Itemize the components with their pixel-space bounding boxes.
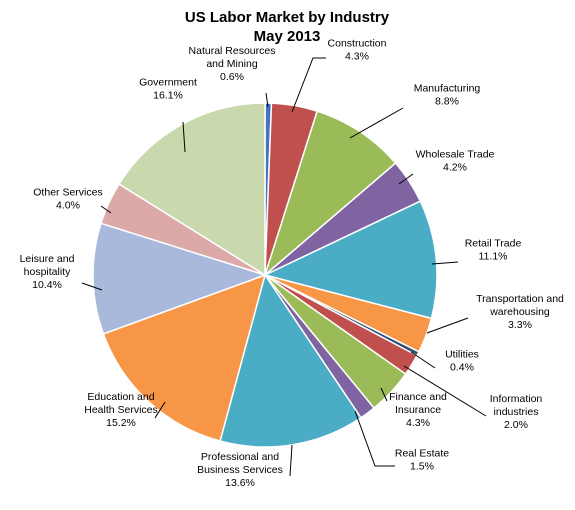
- slice-value-label: 4.3%: [345, 51, 369, 63]
- leader-line: [380, 387, 388, 402]
- slice-label: Information industries 2.0%: [490, 393, 543, 431]
- slice-name-label: Education and: [87, 391, 154, 403]
- slice-value-label: 1.5%: [410, 461, 434, 473]
- slice-value-label: 0.6%: [220, 71, 244, 83]
- slice-value-label: 16.1%: [153, 90, 183, 102]
- pie-slice-professional-and-business-services: [219, 273, 362, 448]
- slice-name-label: Finance and: [389, 391, 447, 403]
- leader-lines: [81, 57, 487, 477]
- leader-line: [410, 351, 436, 369]
- slice-label: Manufacturing 8.8%: [414, 83, 481, 108]
- slice-name-label: Utilities: [445, 349, 479, 361]
- pie-slice-retail-trade: [262, 200, 438, 320]
- slice-name-label: Transportation and: [476, 293, 564, 305]
- slice-label: Finance and Insurance 4.3%: [389, 391, 447, 429]
- leader-line: [154, 401, 166, 419]
- slice-value-label: 4.0%: [56, 200, 80, 212]
- slice-label: Construction 4.3%: [328, 38, 387, 63]
- slice-name-label: industries: [494, 406, 539, 418]
- slice-name-label: Health Services: [84, 404, 158, 416]
- leader-line: [289, 444, 293, 477]
- slice-label: Real Estate 1.5%: [395, 448, 449, 473]
- pie-slice-leisure-and-hospitality: [92, 222, 268, 335]
- slice-name-label: Other Services: [33, 187, 102, 199]
- slice-name-label: Government: [139, 77, 197, 89]
- slice-labels: Natural Resources and Mining 0.6% Construct…: [20, 38, 564, 490]
- pie-slice-education-and-health-services: [102, 273, 267, 442]
- leader-line: [403, 365, 487, 417]
- slice-label: Natural Resources and Mining 0.6%: [189, 45, 276, 83]
- slice-name-label: Business Services: [197, 464, 283, 476]
- slice-label: Leisure and hospitality 10.4%: [20, 253, 75, 291]
- slice-value-label: 4.2%: [443, 162, 467, 174]
- slice-value-label: 2.0%: [504, 419, 528, 431]
- slice-name-label: Leisure and: [20, 253, 75, 265]
- slice-value-label: 8.8%: [435, 96, 459, 108]
- chart-title-line-1: US Labor Market by Industry: [185, 9, 390, 26]
- pie-slice-government: [117, 102, 266, 277]
- slice-name-label: Natural Resources: [189, 45, 276, 57]
- slice-value-label: 3.3%: [508, 319, 532, 331]
- slice-value-label: 15.2%: [106, 417, 136, 429]
- leader-line: [100, 205, 112, 214]
- leader-line: [291, 57, 326, 113]
- slice-label: Utilities 0.4%: [445, 349, 479, 374]
- slice-label: Professional and Business Services 13.6%: [197, 451, 283, 489]
- leader-line: [81, 282, 103, 291]
- slice-name-label: warehousing: [489, 306, 550, 318]
- slice-name-label: Manufacturing: [414, 83, 481, 95]
- pie-slice-manufacturing: [263, 110, 397, 278]
- slice-name-label: hospitality: [24, 266, 71, 278]
- slice-label: Transportation and warehousing 3.3%: [476, 293, 564, 331]
- slice-label: Government 16.1%: [139, 77, 197, 102]
- leader-line: [182, 121, 186, 153]
- slice-value-label: 10.4%: [32, 279, 62, 291]
- pie-slices: [92, 102, 438, 448]
- slice-label: Education and Health Services 15.2%: [84, 391, 158, 429]
- slice-value-label: 13.6%: [225, 477, 255, 489]
- slice-label: Wholesale Trade 4.2%: [416, 149, 495, 174]
- leader-line: [265, 92, 269, 108]
- slice-name-label: Insurance: [395, 404, 441, 416]
- slice-name-label: Professional and: [201, 451, 279, 463]
- leader-line: [349, 107, 404, 139]
- slice-name-label: Real Estate: [395, 448, 449, 460]
- slice-label: Other Services 4.0%: [33, 187, 102, 212]
- chart-title-line-2: May 2013: [254, 28, 321, 45]
- slice-name-label: Construction: [328, 38, 387, 50]
- leader-line: [426, 317, 469, 334]
- slice-value-label: 11.1%: [479, 251, 508, 263]
- slice-name-label: Wholesale Trade: [416, 149, 495, 161]
- slice-name-label: Information: [490, 393, 543, 405]
- slice-value-label: 4.3%: [406, 417, 430, 429]
- slice-label: Retail Trade 11.1%: [465, 238, 522, 263]
- slice-value-label: 0.4%: [450, 362, 474, 374]
- leader-line: [398, 173, 414, 185]
- leader-line: [431, 261, 459, 265]
- slice-name-label: and Mining: [206, 58, 258, 70]
- leader-line: [354, 410, 395, 467]
- slice-name-label: Retail Trade: [465, 238, 522, 250]
